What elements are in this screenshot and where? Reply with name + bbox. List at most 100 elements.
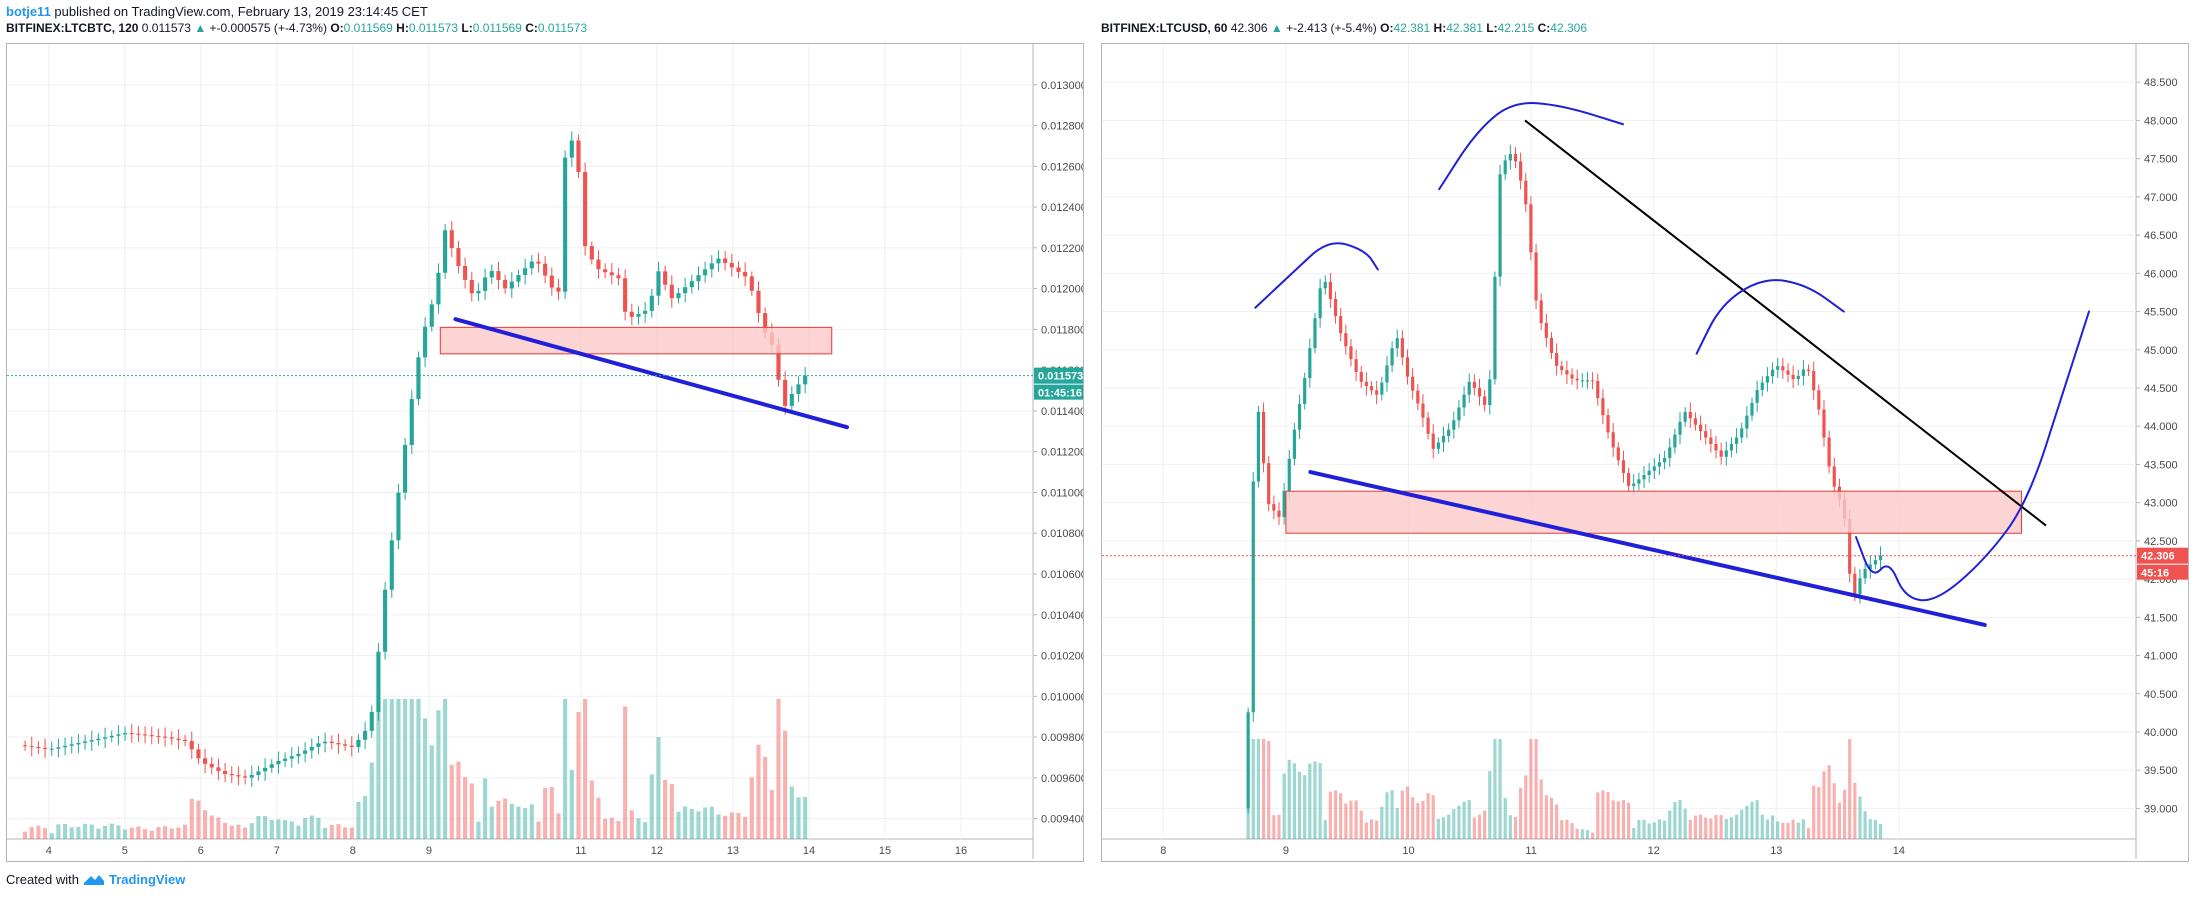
left-volume-bar <box>743 816 748 839</box>
left-volume-bar <box>676 811 681 839</box>
left-c-label: C: <box>525 21 538 35</box>
right-volume-bar <box>1524 775 1528 839</box>
right-volume-bar <box>1421 800 1425 839</box>
right-volume-bar <box>1812 785 1816 839</box>
left-candle-body <box>209 763 214 768</box>
right-candle-body <box>1472 381 1476 388</box>
right-candle-body <box>1256 411 1261 482</box>
right-volume-bar <box>1534 739 1538 839</box>
right-candle-body <box>1848 518 1852 574</box>
left-candle-body <box>709 263 714 270</box>
right-volume-bar <box>1786 822 1790 839</box>
right-volume-bar <box>1565 819 1569 839</box>
right-candle-body <box>1297 404 1302 430</box>
right-volume-bar <box>1493 739 1497 839</box>
right-candle-body <box>1776 366 1780 370</box>
left-last-price-label: 0.011573 <box>1038 371 1083 383</box>
right-volume-bar <box>1292 763 1297 839</box>
left-candle-body <box>109 735 114 738</box>
left-y-tick-label: 0.010800 <box>1041 528 1083 540</box>
left-countdown-label: 01:45:16 <box>1038 388 1082 400</box>
right-candle-body <box>1853 573 1857 595</box>
left-candle-body <box>496 271 501 280</box>
right-volume-bar <box>1328 791 1332 839</box>
right-volume-bar <box>1863 811 1867 839</box>
left-volume-bar <box>376 699 381 839</box>
left-chart-header: BITFINEX:LTCBTC, 120 0.011573 ▲ +-0.0005… <box>6 21 587 35</box>
left-volume-bar <box>403 699 408 839</box>
left-volume-bar <box>136 826 141 839</box>
right-x-tick-label: 14 <box>1893 845 1905 857</box>
left-volume-bar <box>29 827 34 839</box>
left-volume-bar <box>549 787 554 839</box>
right-chart-svg[interactable]: 48.500 48.000 47.500 47.000 46.500 46.000 45.5… <box>1102 44 2188 861</box>
right-candle-body <box>1462 394 1466 408</box>
right-y-tick-label: 41.500 <box>2144 612 2178 624</box>
left-volume-bar <box>36 825 41 839</box>
left-candle-body <box>376 651 381 712</box>
left-low: 0.011569 <box>472 21 522 35</box>
right-candle-body <box>1878 555 1883 561</box>
left-y-tick-label: 0.012200 <box>1041 243 1083 255</box>
right-volume-bar <box>1549 797 1554 839</box>
left-candle-body <box>196 749 201 759</box>
right-x-tick-label: 9 <box>1283 845 1289 857</box>
left-candle-body <box>569 140 574 158</box>
right-volume-bar <box>1447 814 1451 839</box>
right-candle-body <box>1724 450 1728 457</box>
left-candle-body <box>423 326 428 358</box>
right-volume-bar <box>1822 771 1826 839</box>
author-link[interactable]: botje11 <box>6 4 51 19</box>
right-volume-bar <box>1616 801 1620 839</box>
left-volume-bar <box>249 823 254 839</box>
right-y-tick-label: 48.000 <box>2144 115 2178 127</box>
left-candle-body <box>396 492 401 541</box>
left-chart-svg[interactable]: 0.013000 0.012800 0.012600 0.012400 0.012200… <box>7 44 1083 861</box>
left-candle-body <box>76 742 81 745</box>
left-candle-body <box>603 269 608 273</box>
left-candle-body <box>589 246 594 260</box>
right-chart-panel[interactable]: 48.500 48.000 47.500 47.000 46.500 46.000 45.5… <box>1101 43 2189 862</box>
left-y-tick-label: 0.009800 <box>1041 732 1083 744</box>
left-volume-bar <box>623 706 628 839</box>
right-candle-body <box>1796 375 1800 380</box>
right-candle-body <box>1760 382 1764 390</box>
left-volume-bar <box>789 786 794 839</box>
left-candle-body <box>576 140 581 173</box>
left-volume-bar <box>316 817 321 839</box>
right-candle-body <box>1529 204 1533 253</box>
left-volume-bar <box>123 829 128 839</box>
left-volume-bar <box>543 788 548 839</box>
left-candle-body <box>236 775 241 777</box>
publish-text: published on TradingView.com, February 1… <box>50 4 428 19</box>
right-volume-bar <box>1848 739 1852 839</box>
left-volume-bar <box>296 825 301 839</box>
right-candle-body <box>1369 386 1374 391</box>
left-candle-body <box>429 304 434 327</box>
left-volume-bar <box>283 820 288 839</box>
left-volume-bar <box>416 699 421 839</box>
right-volume-bar <box>1729 817 1734 839</box>
left-volume-bar <box>163 826 168 839</box>
right-candle-body <box>1267 463 1271 505</box>
right-volume-bar <box>1770 815 1775 839</box>
right-volume-bar <box>1375 820 1379 839</box>
left-volume-bar <box>496 800 501 839</box>
left-y-tick-label: 0.012000 <box>1041 284 1083 296</box>
right-volume-bar <box>1411 797 1415 839</box>
right-candle-body <box>1318 288 1322 319</box>
left-candle-body <box>343 744 348 746</box>
right-candle-body <box>1544 323 1548 339</box>
left-candle-body <box>609 272 614 276</box>
right-candle-body <box>1359 371 1363 382</box>
left-l-label: L: <box>461 21 473 35</box>
right-volume-bar <box>1698 814 1703 839</box>
right-volume-bar <box>1297 771 1302 839</box>
left-candle-body <box>156 735 161 737</box>
left-chart-panel[interactable]: 0.013000 0.012800 0.012600 0.012400 0.012200… <box>6 43 1084 862</box>
tradingview-brand[interactable]: TradingView <box>108 872 186 887</box>
right-volume-bar <box>1668 810 1672 839</box>
right-y-tick-label: 39.500 <box>2144 765 2178 777</box>
left-candle-body <box>316 743 321 747</box>
right-volume-bar <box>1395 808 1399 839</box>
